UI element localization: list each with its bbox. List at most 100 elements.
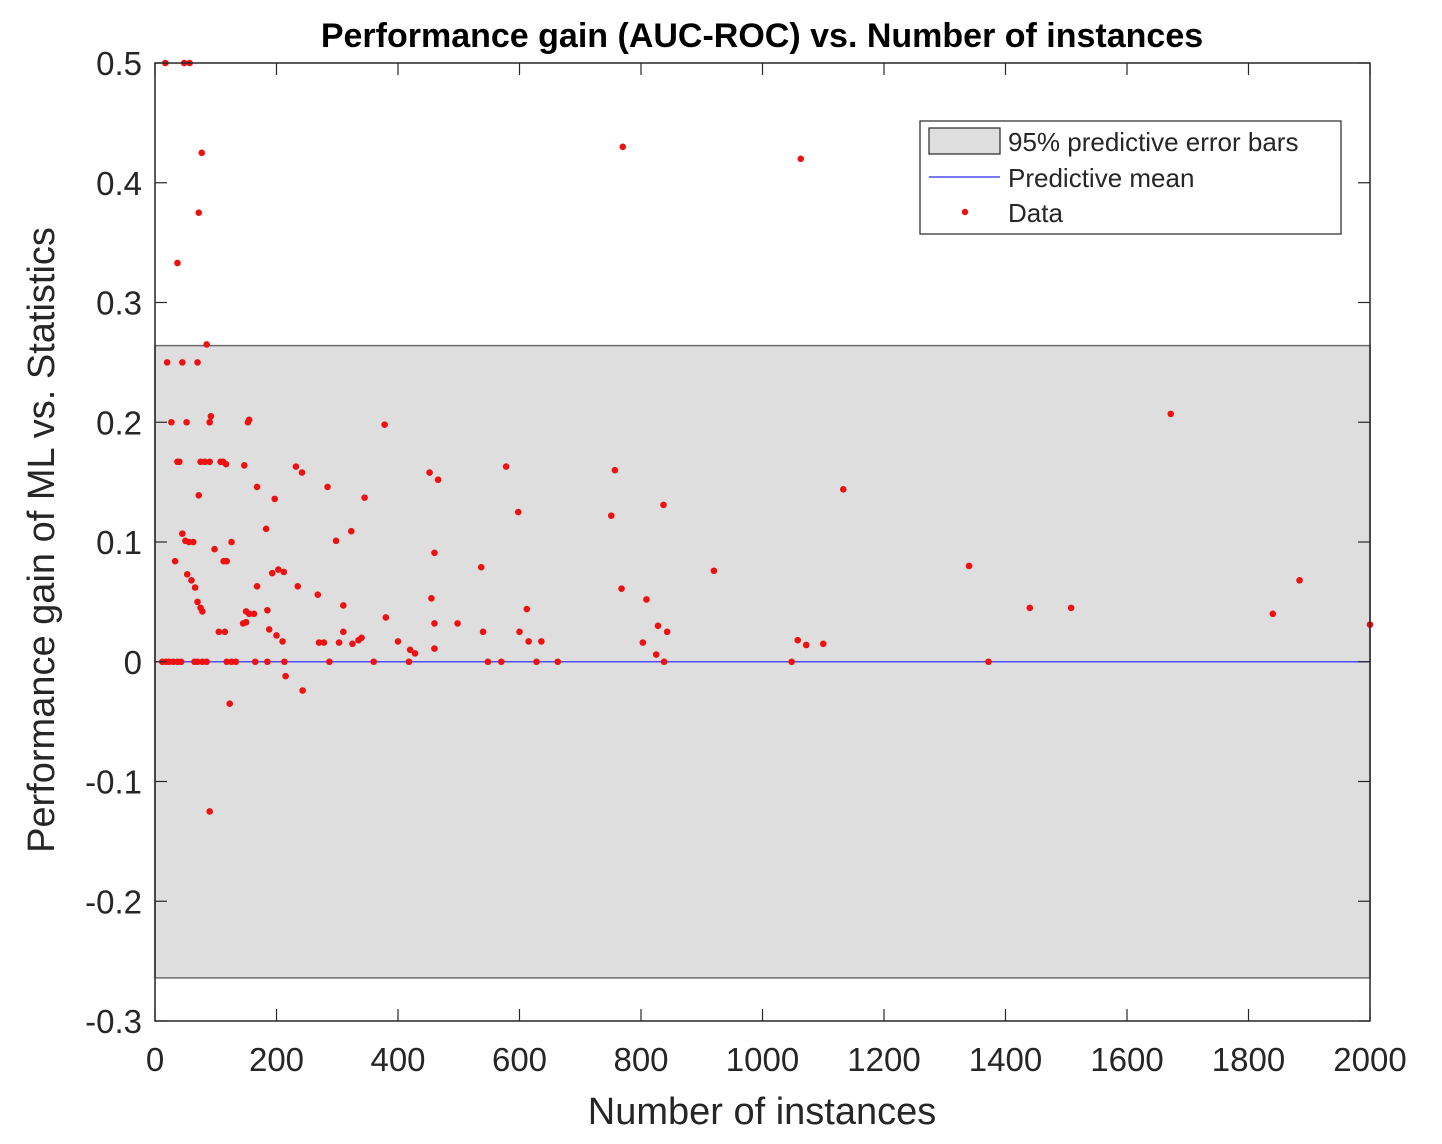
data-point xyxy=(361,494,368,501)
data-point xyxy=(525,638,532,645)
data-point xyxy=(245,610,253,618)
data-point xyxy=(264,606,271,614)
data-point xyxy=(326,658,333,666)
x-tick-label: 1400 xyxy=(969,1041,1042,1078)
data-point xyxy=(533,658,540,666)
chart-title: Performance gain (AUC-ROC) vs. Number of… xyxy=(321,17,1203,55)
data-point xyxy=(198,149,206,157)
data-point xyxy=(268,569,276,577)
y-tick-label: 0.5 xyxy=(96,45,142,82)
data-point xyxy=(554,658,562,666)
x-tick-label: 2000 xyxy=(1333,1041,1406,1078)
y-tick-label: -0.3 xyxy=(85,1003,142,1040)
data-point xyxy=(223,557,230,565)
legend-mean-label: Predictive mean xyxy=(1008,163,1194,193)
data-point xyxy=(298,469,306,476)
x-tick-label: 400 xyxy=(370,1041,425,1078)
data-point xyxy=(332,537,340,545)
data-point xyxy=(523,605,531,613)
data-point xyxy=(839,486,847,493)
data-point xyxy=(273,632,280,639)
x-axis-label: Number of instances xyxy=(588,1091,937,1133)
data-point xyxy=(381,421,388,428)
data-point xyxy=(188,577,195,584)
x-tick-label: 1800 xyxy=(1212,1041,1285,1078)
y-tick-label: 0 xyxy=(124,644,142,681)
data-point xyxy=(514,508,522,516)
data-point xyxy=(265,626,273,633)
data-point xyxy=(253,583,261,590)
data-point xyxy=(347,527,355,535)
y-tick-label: 0.2 xyxy=(96,404,142,441)
data-point xyxy=(174,259,181,267)
data-point xyxy=(241,462,248,469)
data-point xyxy=(502,463,510,470)
data-point xyxy=(191,584,199,591)
data-point xyxy=(253,483,261,491)
data-point xyxy=(251,658,259,666)
data-point xyxy=(275,566,282,573)
data-point xyxy=(431,645,438,652)
data-point xyxy=(226,700,234,707)
data-point xyxy=(245,416,253,424)
data-point xyxy=(222,460,230,468)
data-point xyxy=(179,530,186,537)
data-point xyxy=(177,658,185,666)
y-tick-label: 0.4 xyxy=(96,165,142,202)
legend: 95% predictive error bars Predictive mea… xyxy=(919,120,1342,235)
data-point xyxy=(183,571,191,578)
data-point xyxy=(819,640,827,648)
data-point xyxy=(264,658,271,666)
data-point xyxy=(292,463,300,470)
data-point xyxy=(431,620,438,627)
data-points xyxy=(158,59,1374,815)
data-point xyxy=(211,545,218,553)
data-point xyxy=(206,808,213,815)
data-point xyxy=(1026,604,1034,612)
data-point xyxy=(516,628,523,636)
data-point xyxy=(965,562,973,570)
data-point xyxy=(358,634,365,642)
data-point xyxy=(299,687,306,694)
data-point xyxy=(340,628,347,636)
data-point xyxy=(797,155,805,163)
data-point xyxy=(279,638,286,645)
x-tick-labels: 0 200 400 600 800 1000 1200 1400 1600 1800 2000 xyxy=(146,1041,1407,1078)
data-point xyxy=(794,636,802,644)
data-point xyxy=(280,568,288,576)
data-point xyxy=(434,476,442,484)
data-point xyxy=(163,359,171,366)
legend-band-label: 95% predictive error bars xyxy=(1008,127,1298,157)
data-point xyxy=(405,658,413,666)
data-point xyxy=(382,614,390,621)
data-point xyxy=(619,143,627,151)
data-point xyxy=(206,458,213,466)
data-point xyxy=(802,641,810,649)
axis-ticks xyxy=(154,62,1371,1022)
data-point xyxy=(1296,577,1303,584)
data-point xyxy=(394,638,402,645)
data-point xyxy=(477,563,485,571)
data-point xyxy=(183,418,190,426)
data-point xyxy=(199,608,206,615)
data-point xyxy=(320,639,328,646)
data-point xyxy=(294,583,302,590)
data-point xyxy=(654,622,662,630)
plot-area xyxy=(154,59,1374,1022)
data-point xyxy=(340,602,347,609)
data-point xyxy=(426,469,433,476)
data-point xyxy=(788,658,795,666)
data-point xyxy=(194,598,201,606)
data-point xyxy=(223,658,230,666)
data-point xyxy=(497,658,505,666)
data-point xyxy=(281,658,288,666)
x-tick-label: 600 xyxy=(492,1041,547,1078)
data-point xyxy=(663,628,671,636)
x-tick-label: 0 xyxy=(146,1041,164,1078)
legend-band-swatch xyxy=(928,127,1001,155)
data-point xyxy=(454,620,461,627)
data-point xyxy=(221,628,229,636)
legend-data-label: Data xyxy=(1008,198,1063,228)
data-point xyxy=(179,359,186,366)
y-tick-label: -0.2 xyxy=(85,883,142,920)
